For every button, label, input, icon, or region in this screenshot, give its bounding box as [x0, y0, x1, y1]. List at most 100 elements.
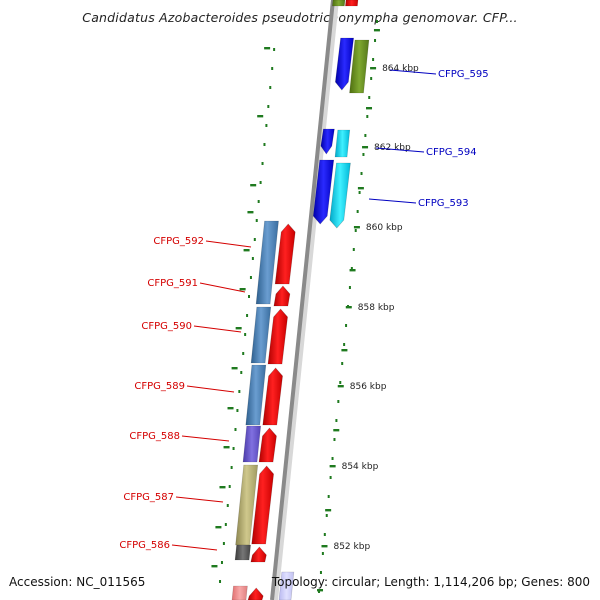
- guide-dot-outer: [265, 124, 268, 127]
- gene-cfpg-592-red[interactable]: [274, 223, 296, 285]
- gene-label-cfpg_593[interactable]: CFPG_593: [418, 198, 469, 209]
- guide-dot-inner: [323, 533, 326, 536]
- gene-cfpg-586-cog[interactable]: [234, 544, 251, 561]
- gene-leader-line: [175, 496, 224, 503]
- gene-cfpg-594-inner[interactable]: [320, 128, 335, 155]
- gene-leader-line: [193, 325, 242, 333]
- guide-dot-inner: [345, 324, 348, 327]
- gene-label-cfpg_586[interactable]: CFPG_586: [119, 540, 170, 551]
- minor-tick-mark: [333, 429, 340, 432]
- guide-dot-outer: [230, 466, 233, 469]
- scale-tick-label: 858 kbp: [358, 303, 395, 313]
- guide-dot-inner: [375, 20, 378, 23]
- minor-tick-mark: [357, 187, 364, 190]
- gene-label-cfpg_590[interactable]: CFPG_590: [141, 321, 192, 332]
- gene-cfpg-593-inner[interactable]: [312, 159, 335, 225]
- guide-dot-inner: [333, 438, 336, 441]
- guide-dot-inner: [331, 457, 334, 460]
- guide-dot-inner: [325, 514, 328, 517]
- gene-cfpg-589-red[interactable]: [262, 367, 283, 426]
- scale-tick-mark: [321, 545, 328, 548]
- minor-tick-mark: [223, 446, 230, 449]
- topology-text: Topology: circular; Length: 1,114,206 bp…: [271, 575, 590, 589]
- guide-dot-outer: [248, 295, 251, 298]
- guide-dot-outer: [224, 523, 227, 526]
- guide-dot-outer: [257, 200, 260, 203]
- gene-top-red[interactable]: [345, 0, 359, 7]
- gene-cfpg-595-cog[interactable]: [349, 39, 370, 94]
- gene-label-cfpg_589[interactable]: CFPG_589: [134, 381, 185, 392]
- guide-dot-inner: [366, 115, 369, 118]
- gene-top-olive[interactable]: [332, 0, 346, 7]
- gene-labels[interactable]: CFPG_595 CFPG_594 CFPG_593 CFPG_592 CFPG_591…: [119, 69, 488, 551]
- gene-label-cfpg_588[interactable]: CFPG_588: [129, 431, 180, 442]
- gene-leader-line: [205, 240, 252, 248]
- guide-dot-inner: [343, 343, 346, 346]
- minor-tick-mark: [264, 47, 271, 50]
- guide-dot-inner: [318, 590, 321, 593]
- gene-label-cfpg_595[interactable]: CFPG_595: [438, 69, 489, 80]
- guide-dot-inner: [337, 400, 340, 403]
- gene-cfpg-594-cog[interactable]: [334, 129, 351, 158]
- guide-dot-outer: [219, 580, 222, 583]
- guide-dot-inner: [354, 229, 357, 232]
- gene-cfpg-588-red[interactable]: [258, 427, 277, 463]
- scale-ticks: 864 kbp 862 kbp 860 kbp 858 kbp 856 kbp 854 k…: [211, 29, 419, 592]
- guide-dot-outer: [244, 333, 247, 336]
- gene-label-cfpg_592[interactable]: CFPG_592: [153, 236, 204, 247]
- guide-dot-inner: [368, 96, 371, 99]
- guide-dot-inner: [339, 381, 342, 384]
- gene-bottom-red[interactable]: [247, 587, 264, 600]
- gene-cfpg-588-cog[interactable]: [242, 425, 262, 463]
- guide-dot-inner: [356, 210, 359, 213]
- guide-dot-inner: [370, 77, 373, 80]
- scale-tick-label: 862 kbp: [374, 143, 411, 153]
- scale-tick-label: 864 kbp: [382, 64, 419, 74]
- guide-dot-inner: [329, 476, 332, 479]
- gene-cfpg-592-cog[interactable]: [255, 220, 279, 305]
- guide-dot-outer: [273, 48, 276, 51]
- minor-tick-mark: [317, 589, 324, 592]
- guide-dot-outer: [253, 238, 256, 241]
- gene-label-cfpg_594[interactable]: CFPG_594: [426, 147, 477, 158]
- minor-tick-mark: [231, 367, 238, 370]
- gene-label-cfpg_587[interactable]: CFPG_587: [123, 492, 174, 503]
- backbone-shadow: [272, 0, 339, 600]
- minor-tick-mark: [373, 29, 380, 32]
- guide-dot-outer: [238, 390, 241, 393]
- guide-dot-outer: [242, 352, 245, 355]
- gene-cfpg-586-red[interactable]: [250, 546, 267, 563]
- guide-dot-outer: [269, 86, 272, 89]
- gene-leader-line: [368, 198, 417, 204]
- scale-tick-mark: [345, 306, 352, 309]
- accession-text: Accession: NC_011565: [9, 575, 146, 589]
- gene-features[interactable]: [231, 0, 370, 600]
- guide-dot-outer: [234, 428, 237, 431]
- gene-cfpg-587-red[interactable]: [251, 465, 274, 545]
- gene-cfpg-595-inner[interactable]: [335, 37, 354, 91]
- gene-leader-line: [389, 69, 437, 75]
- guide-dot-outer: [220, 561, 223, 564]
- gene-cfpg-591-red[interactable]: [273, 285, 291, 307]
- gene-cfpg-593-cog[interactable]: [329, 162, 351, 229]
- gene-bottom-cog[interactable]: [231, 585, 248, 600]
- guide-dot-inner: [335, 419, 338, 422]
- guide-dot-outer: [251, 257, 254, 260]
- gene-bottom-lav[interactable]: [278, 571, 295, 600]
- minor-tick-mark: [247, 211, 254, 214]
- gene-cfpg-590-cog[interactable]: [250, 306, 272, 364]
- scale-tick-mark: [370, 67, 377, 70]
- guide-rings: [219, 20, 378, 593]
- gene-leader-line: [171, 544, 218, 551]
- scale-tick-mark: [337, 385, 344, 388]
- gene-cfpg-590-red[interactable]: [267, 308, 288, 365]
- minor-tick-mark: [211, 565, 218, 568]
- gene-cfpg-589-cog[interactable]: [245, 364, 267, 426]
- guide-dot-outer: [263, 143, 266, 146]
- gene-label-cfpg_591[interactable]: CFPG_591: [147, 278, 198, 289]
- scale-tick-mark: [329, 465, 336, 468]
- guide-dot-outer: [228, 485, 231, 488]
- guide-dot-outer: [261, 162, 264, 165]
- minor-tick-mark: [366, 107, 373, 110]
